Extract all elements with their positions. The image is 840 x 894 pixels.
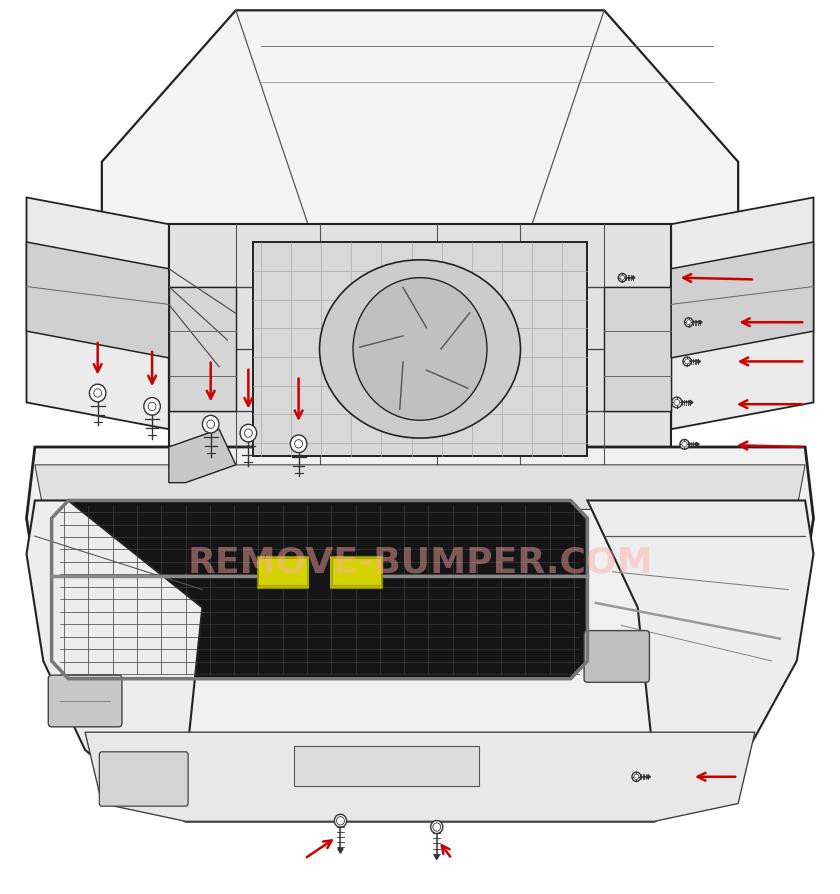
Polygon shape [169, 224, 671, 483]
Circle shape [685, 317, 693, 326]
Circle shape [674, 400, 680, 406]
FancyBboxPatch shape [48, 675, 122, 727]
Polygon shape [27, 198, 169, 429]
Polygon shape [700, 320, 702, 324]
FancyBboxPatch shape [584, 630, 649, 682]
Circle shape [431, 821, 443, 833]
Circle shape [620, 275, 624, 280]
Polygon shape [85, 732, 755, 822]
Polygon shape [690, 401, 693, 405]
Polygon shape [698, 359, 701, 363]
Polygon shape [27, 242, 169, 358]
Circle shape [634, 774, 639, 780]
Polygon shape [338, 848, 343, 853]
FancyBboxPatch shape [257, 556, 382, 588]
Polygon shape [27, 501, 202, 804]
Circle shape [686, 320, 691, 325]
Circle shape [337, 816, 344, 825]
Circle shape [148, 402, 156, 410]
Polygon shape [648, 775, 650, 779]
Bar [309, 551, 329, 593]
Circle shape [244, 429, 252, 437]
FancyBboxPatch shape [294, 746, 479, 786]
Circle shape [207, 420, 214, 428]
Text: REMOVE-BUMPER.COM: REMOVE-BUMPER.COM [187, 546, 653, 580]
Circle shape [295, 440, 302, 448]
Circle shape [618, 274, 626, 282]
Circle shape [353, 278, 487, 420]
Polygon shape [671, 242, 813, 358]
Polygon shape [169, 429, 236, 483]
Polygon shape [587, 501, 813, 804]
Circle shape [334, 814, 347, 827]
Circle shape [672, 397, 682, 408]
Polygon shape [696, 443, 699, 446]
Polygon shape [604, 287, 671, 411]
Polygon shape [671, 198, 813, 429]
FancyBboxPatch shape [259, 559, 307, 586]
Circle shape [240, 425, 257, 442]
Ellipse shape [319, 260, 521, 438]
FancyBboxPatch shape [99, 752, 188, 806]
Circle shape [682, 442, 687, 447]
Circle shape [680, 440, 689, 449]
Circle shape [433, 822, 441, 831]
FancyBboxPatch shape [253, 242, 587, 456]
Polygon shape [35, 465, 805, 510]
Circle shape [144, 398, 160, 415]
Polygon shape [169, 287, 236, 411]
Circle shape [94, 389, 102, 397]
Circle shape [632, 772, 641, 781]
FancyBboxPatch shape [332, 559, 381, 586]
Circle shape [685, 359, 690, 364]
Circle shape [291, 435, 307, 452]
Circle shape [89, 384, 106, 401]
Circle shape [202, 416, 219, 433]
Circle shape [683, 357, 691, 366]
Polygon shape [434, 855, 439, 859]
Polygon shape [27, 447, 813, 822]
Polygon shape [633, 276, 635, 279]
Polygon shape [51, 501, 587, 679]
Polygon shape [102, 11, 738, 358]
